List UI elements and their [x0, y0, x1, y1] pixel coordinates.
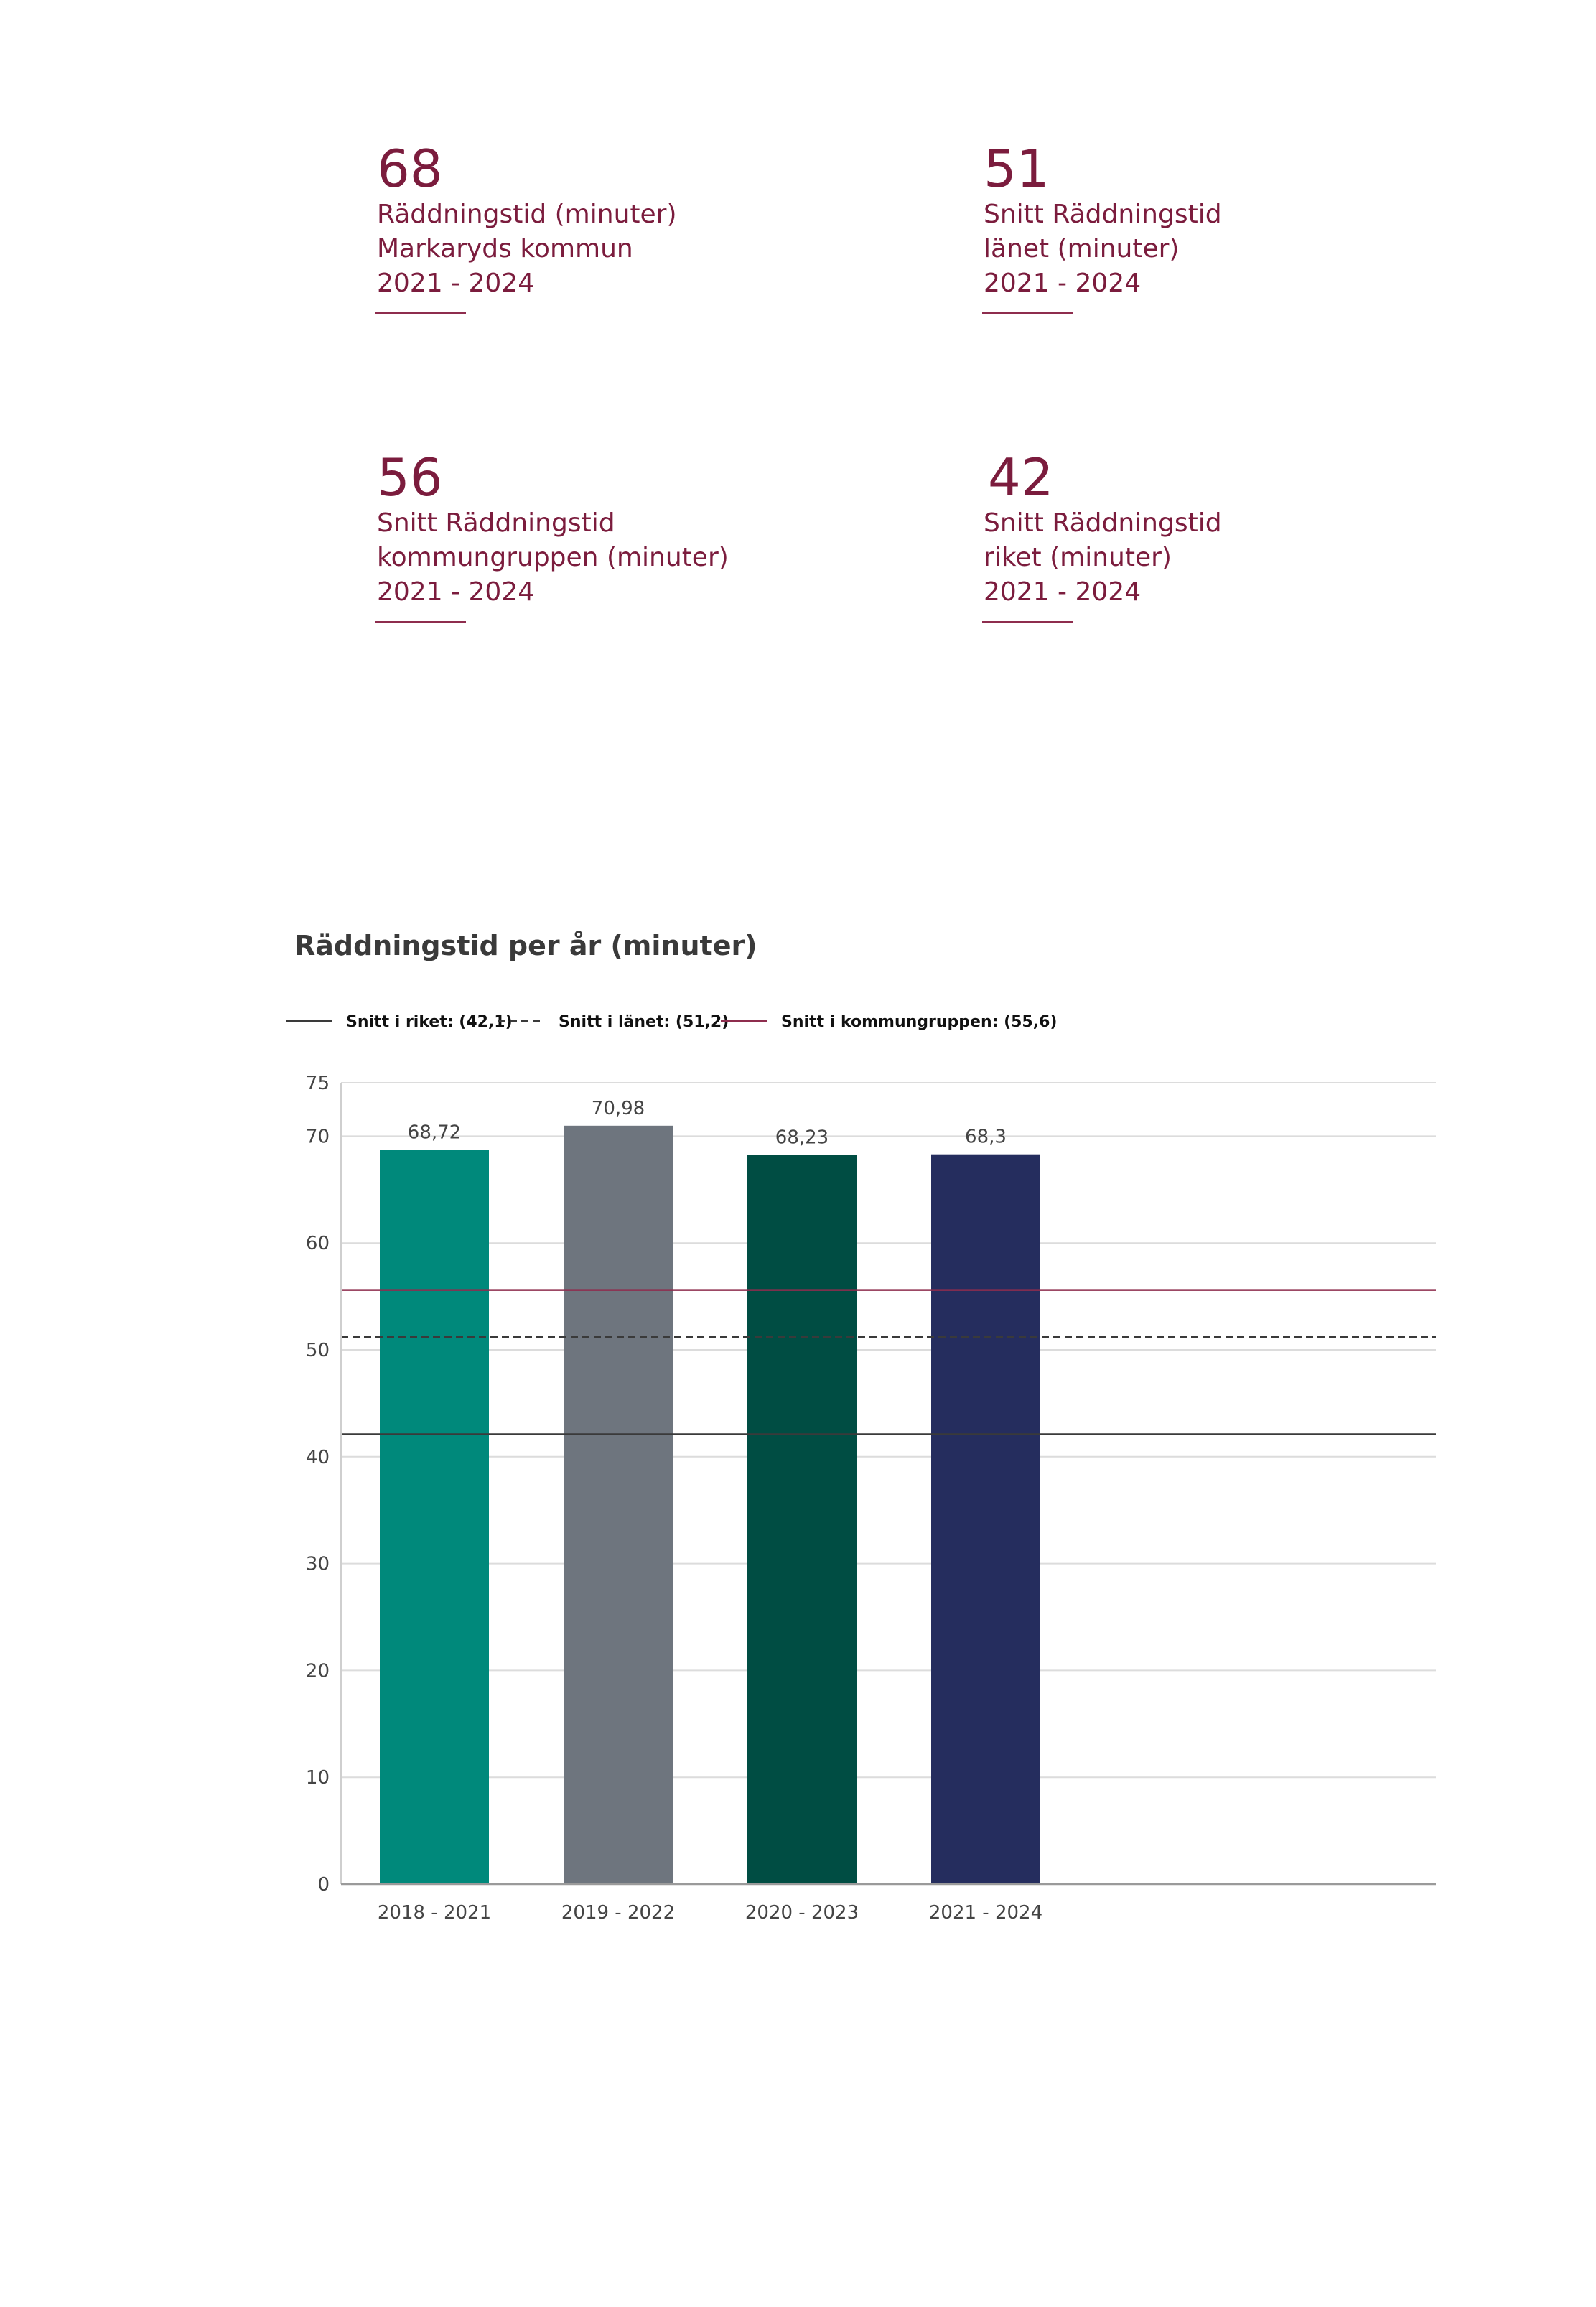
y-tick-label: 75 [306, 1073, 330, 1094]
y-tick-label: 40 [306, 1447, 330, 1468]
stat-value: 56 [377, 447, 443, 508]
bar [564, 1125, 673, 1884]
stat-value: 42 [988, 447, 1054, 508]
stat-label-line: Snitt Räddningstid [984, 200, 1222, 229]
stat-riket: 42 Snitt Räddningstid riket (minuter) 20… [982, 447, 1222, 623]
y-tick-label: 70 [306, 1126, 330, 1147]
bar [931, 1154, 1040, 1884]
x-tick-label: 2018 - 2021 [378, 1902, 491, 1924]
stat-label-line: 2021 - 2024 [377, 269, 535, 298]
stat-label-line: 2021 - 2024 [377, 577, 535, 607]
chart-bars [380, 1125, 1040, 1884]
bar [380, 1150, 489, 1884]
stat-underline [982, 312, 1073, 314]
y-tick-label: 20 [306, 1660, 330, 1682]
x-tick-label: 2021 - 2024 [929, 1902, 1042, 1924]
stat-underline [375, 621, 466, 623]
legend-label-kommungruppen: Snitt i kommungruppen: (55,6) [781, 1013, 1057, 1031]
y-tick-label: 0 [317, 1874, 330, 1896]
x-axis-ticks: 2018 - 2021 2019 - 2022 2020 - 2023 2021 - … [378, 1902, 1042, 1924]
stat-underline [375, 312, 466, 314]
bar-value-label: 68,3 [965, 1127, 1007, 1148]
stat-label-line: kommungruppen (minuter) [377, 543, 729, 572]
y-tick-label: 60 [306, 1233, 330, 1254]
bar-value-label: 68,72 [408, 1122, 461, 1143]
stat-label-line: Markaryds kommun [377, 234, 633, 264]
stat-value: 51 [984, 139, 1050, 199]
legend-label-lanet: Snitt i länet: (51,2) [559, 1013, 729, 1031]
stat-lanet: 51 Snitt Räddningstid länet (minuter) 20… [982, 139, 1222, 314]
x-tick-label: 2019 - 2022 [561, 1902, 675, 1924]
stat-label-line: 2021 - 2024 [984, 269, 1142, 298]
stat-kommungruppen: 56 Snitt Räddningstid kommungruppen (min… [375, 447, 729, 623]
stat-label-line: riket (minuter) [984, 543, 1172, 572]
stat-markaryd: 68 Räddningstid (minuter) Markaryds komm… [375, 139, 677, 314]
reference-lines [341, 1289, 1436, 1435]
x-tick-label: 2020 - 2023 [745, 1902, 859, 1924]
stat-label-line: Snitt Räddningstid [984, 508, 1222, 538]
y-tick-label: 50 [306, 1340, 330, 1361]
bar [747, 1155, 857, 1884]
y-tick-label: 30 [306, 1554, 330, 1575]
legend-label-riket: Snitt i riket: (42,1) [346, 1013, 513, 1031]
y-tick-label: 10 [306, 1767, 330, 1789]
stat-value: 68 [377, 139, 443, 199]
stat-underline [982, 621, 1073, 623]
stat-label-line: Räddningstid (minuter) [377, 200, 677, 229]
stat-label-line: 2021 - 2024 [984, 577, 1142, 607]
chart-axes [340, 1083, 1436, 1886]
stat-label-line: Snitt Räddningstid [377, 508, 615, 538]
value-labels: 68,72 70,98 68,23 68,3 [408, 1098, 1007, 1149]
bar-value-label: 70,98 [592, 1098, 645, 1119]
bar-value-label: 68,23 [775, 1127, 829, 1149]
stat-label-line: länet (minuter) [984, 234, 1180, 264]
chart-grid [341, 1082, 1436, 1885]
y-axis-ticks: 0 10 20 30 40 50 60 70 75 [306, 1073, 330, 1896]
chart-title: Räddningstid per år (minuter) [294, 930, 757, 961]
chart-legend: Snitt i riket: (42,1) Snitt i länet: (51… [286, 1013, 1057, 1031]
